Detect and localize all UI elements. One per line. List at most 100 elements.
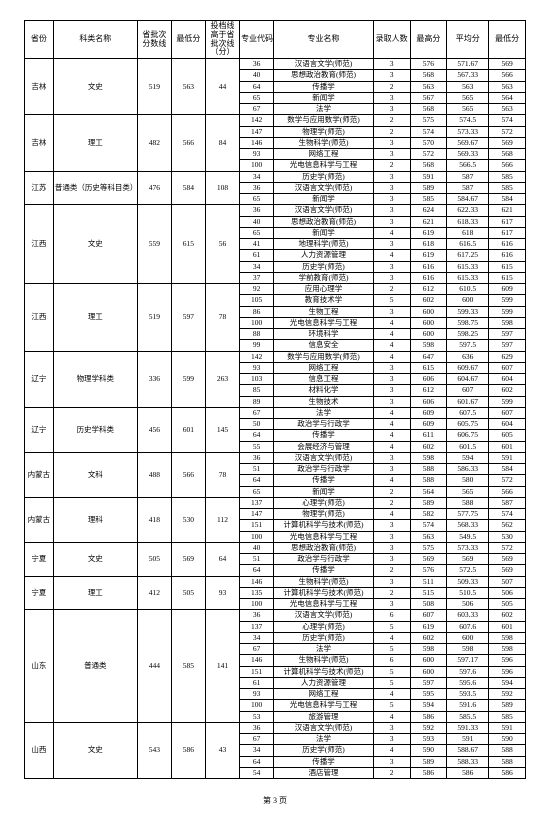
group-cell-diff: 112 [205,497,239,542]
group-cell-cat: 文史 [53,542,137,576]
data-cell: 3 [373,92,410,103]
data-cell: 602 [489,610,526,621]
data-cell: 505 [489,599,526,610]
data-cell: 传播学 [274,565,374,576]
data-cell: 5 [373,295,410,306]
data-cell: 传播学 [274,756,374,767]
data-cell: 3 [373,104,410,115]
group-cell-prov: 宁夏 [25,576,54,610]
data-cell: 4 [373,632,410,643]
data-cell: 563 [410,81,447,92]
data-cell: 588 [489,756,526,767]
group-cell-cat: 文史 [53,205,137,284]
data-cell: 515 [410,587,447,598]
data-cell: 4 [373,509,410,520]
data-cell: 新闻学 [274,486,374,497]
data-cell: 34 [240,745,274,756]
data-cell: 光电信息科学与工程 [274,599,374,610]
group-cell-cat: 普通类（历史等科目类） [53,171,137,205]
data-cell: 606 [410,374,447,385]
data-cell: 600 [410,666,447,677]
data-cell: 589 [410,182,447,193]
data-cell: 3 [373,374,410,385]
data-cell: 2 [373,115,410,126]
data-cell: 100 [240,317,274,328]
data-cell: 64 [240,81,274,92]
data-cell: 3 [373,452,410,463]
data-cell: 598.75 [447,317,489,328]
data-cell: 历史学(师范) [274,632,374,643]
data-cell: 586 [489,767,526,778]
data-cell: 569.33 [447,149,489,160]
table-row: 江西理工5195977892应用心理学2612610.5609 [25,284,526,295]
group-cell-prov: 辽宁 [25,407,54,452]
data-cell: 旅游管理 [274,711,374,722]
data-cell: 4 [373,407,410,418]
data-cell: 41 [240,239,274,250]
data-cell: 549.5 [447,531,489,542]
data-cell: 生物技术 [274,396,374,407]
data-cell: 光电信息科学与工程 [274,531,374,542]
data-cell: 3 [373,756,410,767]
data-cell: 思想政治教育(师范) [274,542,374,553]
data-cell: 616.5 [447,239,489,250]
data-cell: 606 [410,396,447,407]
data-cell: 传播学 [274,475,374,486]
data-cell: 151 [240,520,274,531]
data-cell: 65 [240,227,274,238]
data-cell: 602 [489,385,526,396]
data-cell: 传播学 [274,81,374,92]
group-cell-diff: 78 [205,452,239,497]
data-cell: 3 [373,520,410,531]
data-cell: 580 [447,475,489,486]
data-cell: 618.33 [447,216,489,227]
data-cell: 598.25 [447,329,489,340]
data-cell: 597 [489,340,526,351]
data-cell: 568.33 [447,520,489,531]
data-cell: 政治学与行政学 [274,554,374,565]
group-cell-line: 482 [137,115,171,171]
group-cell-cat: 普通类 [53,610,137,723]
data-cell: 607 [410,610,447,621]
col-header: 投档线高于省批次线（分） [205,21,239,59]
group-cell-line: 505 [137,542,171,576]
data-cell: 595.6 [447,677,489,688]
data-cell: 601.5 [447,441,489,452]
data-cell: 569 [489,59,526,70]
data-cell: 600 [447,295,489,306]
data-cell: 576 [410,59,447,70]
data-cell: 人力资源管理 [274,250,374,261]
data-cell: 605.75 [447,419,489,430]
group-cell-min: 585 [171,610,205,723]
data-cell: 511 [410,576,447,587]
data-cell: 593.5 [447,689,489,700]
data-cell: 142 [240,115,274,126]
data-cell: 586 [447,767,489,778]
data-cell: 法学 [274,734,374,745]
data-cell: 36 [240,205,274,216]
data-cell: 5 [373,677,410,688]
data-cell: 3 [373,59,410,70]
data-cell: 610.5 [447,284,489,295]
group-cell-prov: 吉林 [25,59,54,115]
data-cell: 602 [410,295,447,306]
data-cell: 588 [447,497,489,508]
data-cell: 物理学(师范) [274,509,374,520]
data-cell: 53 [240,711,274,722]
data-cell: 65 [240,194,274,205]
data-cell: 509.33 [447,576,489,587]
col-header: 省批次分数线 [137,21,171,59]
data-cell: 汉语言文学(师范) [274,452,374,463]
data-cell: 4 [373,745,410,756]
data-cell: 思想政治教育(师范) [274,216,374,227]
data-cell: 93 [240,149,274,160]
data-cell: 85 [240,385,274,396]
data-cell: 619 [410,621,447,632]
data-cell: 50 [240,419,274,430]
col-header: 专业代码 [240,21,274,59]
data-cell: 93 [240,689,274,700]
data-cell: 575 [410,542,447,553]
data-cell: 592 [489,689,526,700]
data-cell: 环境科学 [274,329,374,340]
data-cell: 506 [447,599,489,610]
